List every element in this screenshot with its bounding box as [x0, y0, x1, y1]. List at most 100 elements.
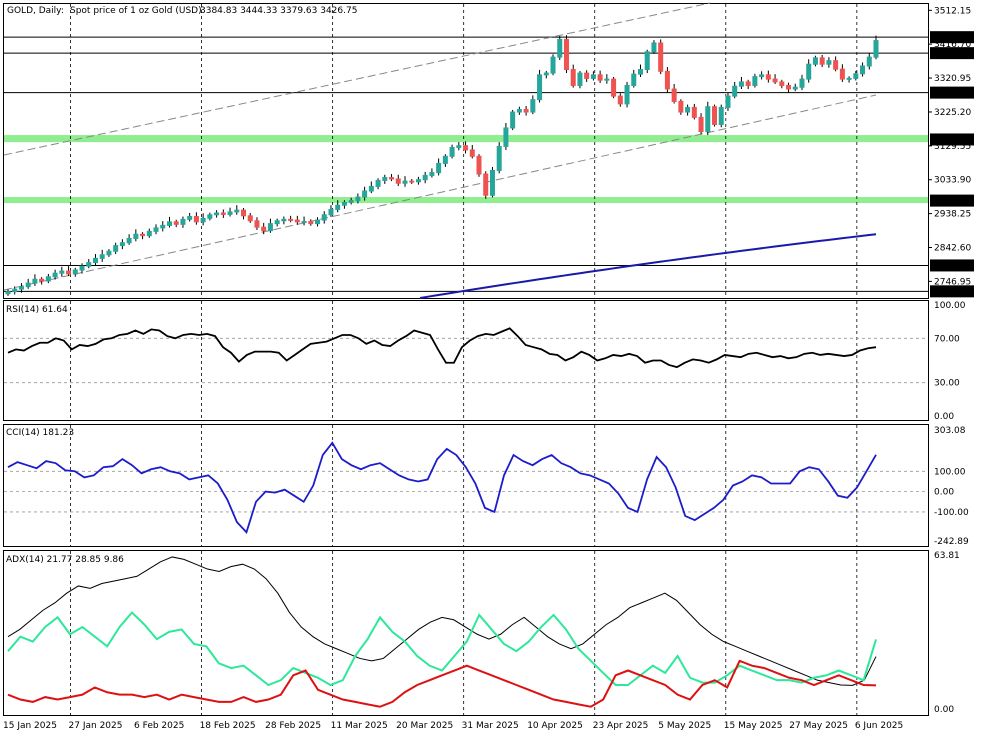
- candle-body: [678, 100, 684, 113]
- candle-body: [59, 270, 65, 274]
- candle-body: [489, 169, 495, 196]
- candle-body: [140, 233, 146, 237]
- candle-body: [469, 149, 475, 157]
- candle-body: [86, 262, 92, 267]
- x-tick-label: 5 May 2025: [658, 721, 711, 731]
- chart-symbol: GOLD, Daily:: [7, 6, 64, 16]
- cci-line: [7, 441, 877, 535]
- channel-upper-line: [3, 2, 711, 156]
- candle-body: [779, 81, 785, 86]
- candle-body: [516, 109, 522, 113]
- x-tick-label: 11 Mar 2025: [331, 721, 388, 731]
- cci-label: CCI(14) 181.23: [6, 428, 74, 438]
- price-label-box: [930, 31, 974, 44]
- candle-body: [510, 111, 516, 129]
- candle-body: [113, 245, 119, 252]
- candle-body: [254, 220, 260, 228]
- x-tick-label: 31 Mar 2025: [462, 721, 519, 731]
- candle-body: [712, 106, 718, 125]
- x-tick-label: 27 May 2025: [789, 721, 848, 731]
- candle-body: [698, 116, 704, 133]
- candle-body: [557, 38, 563, 58]
- rsi-tick-label: 70.00: [934, 334, 960, 344]
- candle-body: [66, 270, 72, 275]
- y-tick-label: 2842.60: [934, 243, 971, 253]
- price-label-text: 3147.55: [933, 135, 970, 145]
- candle-body: [543, 72, 549, 76]
- candle-body: [631, 73, 637, 86]
- candle-body: [523, 109, 529, 113]
- price-panel: GOLD, Daily: Spot price of 1 oz Gold (US…: [3, 2, 974, 299]
- candle-body: [173, 221, 179, 225]
- candle-body: [765, 74, 771, 80]
- cci-tick-label: 303.08: [934, 426, 966, 436]
- candle-body: [12, 288, 18, 293]
- candle-body: [281, 218, 287, 222]
- candle-body: [99, 254, 105, 259]
- candle-body: [839, 68, 845, 80]
- candle-body: [759, 74, 765, 78]
- rsi-label: RSI(14) 61.64: [6, 305, 68, 315]
- y-tick-label: 3320.95: [934, 74, 971, 84]
- candle-body: [463, 145, 469, 151]
- candle-body: [664, 70, 670, 90]
- cci-vertical-grid: [70, 425, 858, 546]
- x-tick-label: 28 Feb 2025: [265, 721, 321, 731]
- candle-body: [436, 162, 442, 174]
- candle-body: [79, 265, 85, 271]
- price-label-box: [930, 285, 974, 298]
- candle-body: [25, 282, 31, 288]
- rsi-panel-frame: [3, 300, 929, 421]
- cci-tick-label: -100.00: [934, 508, 969, 518]
- candle-body: [328, 208, 334, 216]
- candle-body: [362, 190, 368, 198]
- candle-body: [315, 219, 321, 225]
- support-zone: [4, 197, 928, 204]
- candle-body: [792, 86, 798, 90]
- candle-body: [705, 106, 711, 133]
- candle-body: [718, 106, 724, 125]
- y-tick-label: 3129.55: [934, 142, 971, 152]
- y-tick-label: 3512.15: [934, 6, 971, 16]
- candle-body: [866, 56, 872, 67]
- rsi-y-axis: 100.00 70.00 30.00 0.00: [934, 301, 966, 422]
- candle-body: [241, 209, 247, 217]
- candle-body: [200, 217, 206, 223]
- candle-body: [873, 40, 879, 58]
- cci-tick-label: 100.00: [934, 467, 966, 477]
- price-y-axis: 3512.15 3416.70 3320.95 3225.20 3129.55 3033.…: [928, 6, 971, 287]
- x-tick-label: 23 Apr 2025: [593, 721, 649, 731]
- candle-body: [671, 88, 677, 102]
- price-label-text: 2974.96: [933, 197, 970, 207]
- x-tick-label: 6 Feb 2025: [134, 721, 184, 731]
- candle-body: [153, 227, 159, 232]
- candle-body: [597, 74, 603, 81]
- candle-body: [348, 200, 354, 203]
- candle-body: [220, 212, 226, 215]
- rsi-line: [7, 327, 877, 369]
- rsi-tick-label: 30.00: [934, 379, 960, 389]
- support-zones: [4, 135, 928, 204]
- candle-body: [442, 155, 448, 164]
- candle-body: [503, 127, 509, 147]
- adx-y-axis: 63.81 0.00: [934, 551, 960, 715]
- x-tick-label: 18 Feb 2025: [200, 721, 256, 731]
- price-label-box: [930, 47, 974, 60]
- chart-description: Spot price of 1 oz Gold (USD): [70, 6, 202, 16]
- candle-body: [207, 214, 213, 219]
- candle-body: [247, 215, 253, 222]
- adx-panel: ADX(14) 21.77 28.85 9.86 63.81 0.00: [3, 550, 960, 716]
- candle-body: [335, 204, 341, 210]
- candle-body: [5, 291, 11, 295]
- candle-body: [39, 278, 45, 282]
- candle-body: [658, 42, 664, 72]
- candle-body: [382, 177, 388, 181]
- candle-body: [611, 78, 617, 97]
- candle-body: [685, 106, 691, 113]
- adx-panel-frame: [3, 550, 929, 716]
- price-level-labels: 3436.37 3391.29 3279.84 3147.55 2974.96 2791.…: [930, 31, 974, 298]
- candle-body: [624, 84, 630, 105]
- candle-body: [375, 179, 381, 187]
- candle-body: [550, 56, 556, 74]
- x-tick-label: 15 May 2025: [724, 721, 783, 731]
